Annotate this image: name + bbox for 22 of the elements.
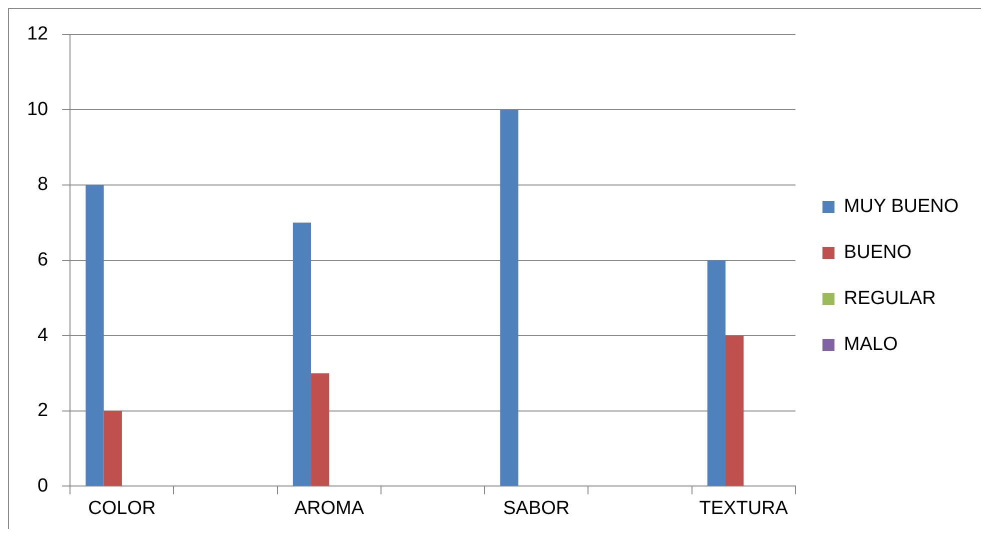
y-tick-label: 12 xyxy=(26,24,48,45)
bar xyxy=(104,410,122,486)
x-tick-label: AROMA xyxy=(294,498,364,519)
x-tick-label: COLOR xyxy=(88,498,156,519)
y-tick-label: 6 xyxy=(38,250,48,271)
bar xyxy=(292,222,312,486)
x-tick-label: SABOR xyxy=(503,498,570,519)
bar xyxy=(86,185,104,486)
bar xyxy=(725,336,744,486)
legend-label: BUENO xyxy=(844,242,912,264)
bar xyxy=(311,373,330,486)
y-tick-label: 4 xyxy=(38,324,49,346)
legend-label: MUY BUENO xyxy=(844,196,959,218)
y-tick-label: 8 xyxy=(38,174,48,196)
y-tick-label: 0 xyxy=(38,475,48,496)
x-tick-label: TEXTURA xyxy=(699,498,788,519)
bar xyxy=(500,110,518,486)
y-tick-label: 10 xyxy=(26,98,48,120)
bar xyxy=(707,260,726,486)
legend-label: MALO xyxy=(844,334,898,356)
legend-label: REGULAR xyxy=(844,288,936,310)
y-tick-label: 2 xyxy=(38,400,48,422)
